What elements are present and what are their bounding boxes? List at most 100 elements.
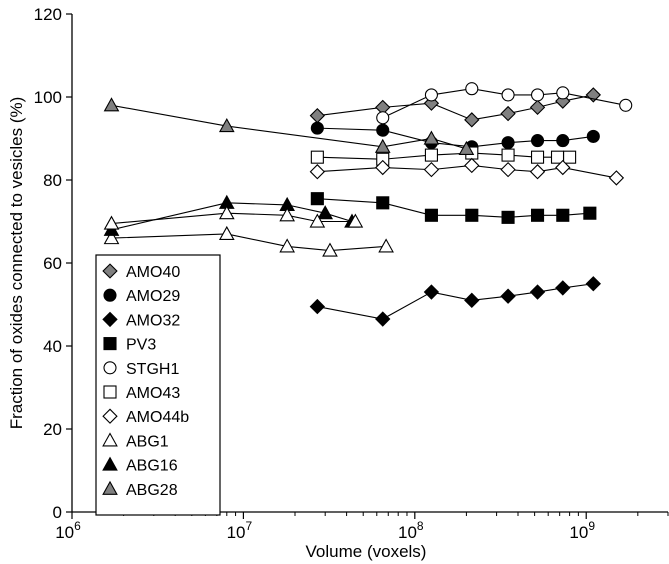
series-line: [317, 198, 590, 218]
data-point: [378, 238, 394, 253]
series-pv3: [310, 192, 597, 224]
data-point: [619, 98, 633, 112]
x-tick-label: 107: [227, 519, 253, 542]
data-point: [310, 121, 324, 135]
series-amo43: [310, 146, 577, 166]
legend-label: ABG16: [126, 458, 178, 475]
x-axis-title: Volume (voxels): [306, 542, 427, 561]
data-point: [376, 111, 390, 125]
data-point: [529, 284, 546, 300]
data-point: [586, 129, 600, 143]
data-point: [375, 311, 391, 327]
series-line: [317, 94, 594, 121]
series-abg1: [103, 225, 394, 257]
data-point: [376, 196, 390, 210]
y-tick-label: 40: [43, 337, 62, 356]
data-point: [529, 99, 546, 116]
x-tick-base: 10: [55, 523, 74, 542]
data-point: [279, 238, 295, 253]
data-point: [103, 230, 120, 245]
x-tick-exponent: 8: [417, 519, 424, 533]
data-point: [500, 105, 516, 122]
series-abg28: [103, 97, 475, 155]
series-layer: [103, 82, 633, 327]
data-point: [501, 88, 515, 102]
y-tick-label: 80: [43, 171, 62, 190]
data-point: [423, 161, 440, 178]
data-point: [310, 192, 324, 206]
y-tick-label: 120: [34, 5, 62, 24]
legend-marker: [103, 337, 117, 351]
data-point: [309, 213, 326, 228]
legend-label: STGH1: [126, 361, 179, 378]
legend-label: ABG28: [126, 482, 178, 499]
data-point: [218, 225, 235, 241]
data-point: [501, 136, 515, 150]
legend-marker: [103, 361, 117, 375]
series-line: [111, 104, 467, 150]
series-line: [317, 283, 594, 320]
legend-label: AMO29: [126, 288, 180, 305]
x-tick-label: 109: [569, 519, 595, 542]
data-point: [555, 159, 571, 176]
legend-box: [95, 254, 221, 516]
series-amo32: [309, 276, 601, 327]
data-point: [309, 164, 326, 180]
data-point: [530, 150, 545, 164]
data-point: [424, 148, 438, 162]
data-point: [464, 292, 480, 309]
legend-label: AMO44b: [126, 409, 189, 426]
data-point: [424, 88, 438, 102]
data-point: [555, 280, 571, 296]
data-point: [583, 206, 597, 220]
data-point: [556, 134, 570, 148]
data-point: [347, 213, 364, 228]
data-point: [465, 82, 479, 96]
series-amo40: [309, 87, 601, 128]
data-point: [374, 138, 391, 153]
data-point: [501, 148, 515, 162]
data-point: [103, 215, 120, 230]
data-point: [556, 86, 570, 100]
data-point: [310, 150, 324, 164]
data-point: [375, 159, 391, 176]
legend-marker: [102, 432, 118, 447]
y-tick-label: 20: [43, 420, 62, 439]
data-point: [465, 208, 479, 222]
data-point: [464, 157, 480, 174]
legend-label: AMO40: [126, 264, 180, 281]
legend-marker: [102, 408, 118, 424]
data-point: [464, 112, 480, 128]
series-stgh1: [376, 82, 633, 125]
data-point: [500, 161, 516, 178]
x-tick-base: 10: [569, 523, 588, 542]
data-point: [530, 88, 545, 102]
x-tick-exponent: 7: [246, 519, 253, 533]
legend-marker: [103, 288, 117, 302]
series-amo44b: [309, 157, 625, 186]
legend-label: AMO32: [126, 312, 180, 329]
data-point: [529, 164, 546, 180]
legend-label: AMO43: [126, 385, 180, 402]
data-point: [322, 242, 338, 257]
legend-label: ABG1: [126, 433, 169, 450]
data-point: [500, 288, 516, 304]
data-point: [530, 134, 545, 148]
x-tick-base: 10: [398, 523, 417, 542]
legend-marker: [102, 263, 118, 279]
x-tick-label: 106: [55, 519, 81, 542]
legend-marker: [102, 480, 118, 495]
y-tick-label: 60: [43, 254, 62, 273]
data-point: [501, 210, 515, 224]
x-tick-label: 108: [398, 519, 424, 542]
data-point: [458, 140, 475, 155]
data-point: [530, 208, 545, 222]
legend-marker: [103, 385, 117, 399]
y-tick-label: 100: [34, 88, 62, 107]
legend-marker: [102, 311, 118, 328]
data-point: [317, 205, 334, 220]
legend-label: PV3: [126, 337, 156, 354]
data-point: [423, 130, 440, 145]
data-point: [423, 284, 440, 300]
